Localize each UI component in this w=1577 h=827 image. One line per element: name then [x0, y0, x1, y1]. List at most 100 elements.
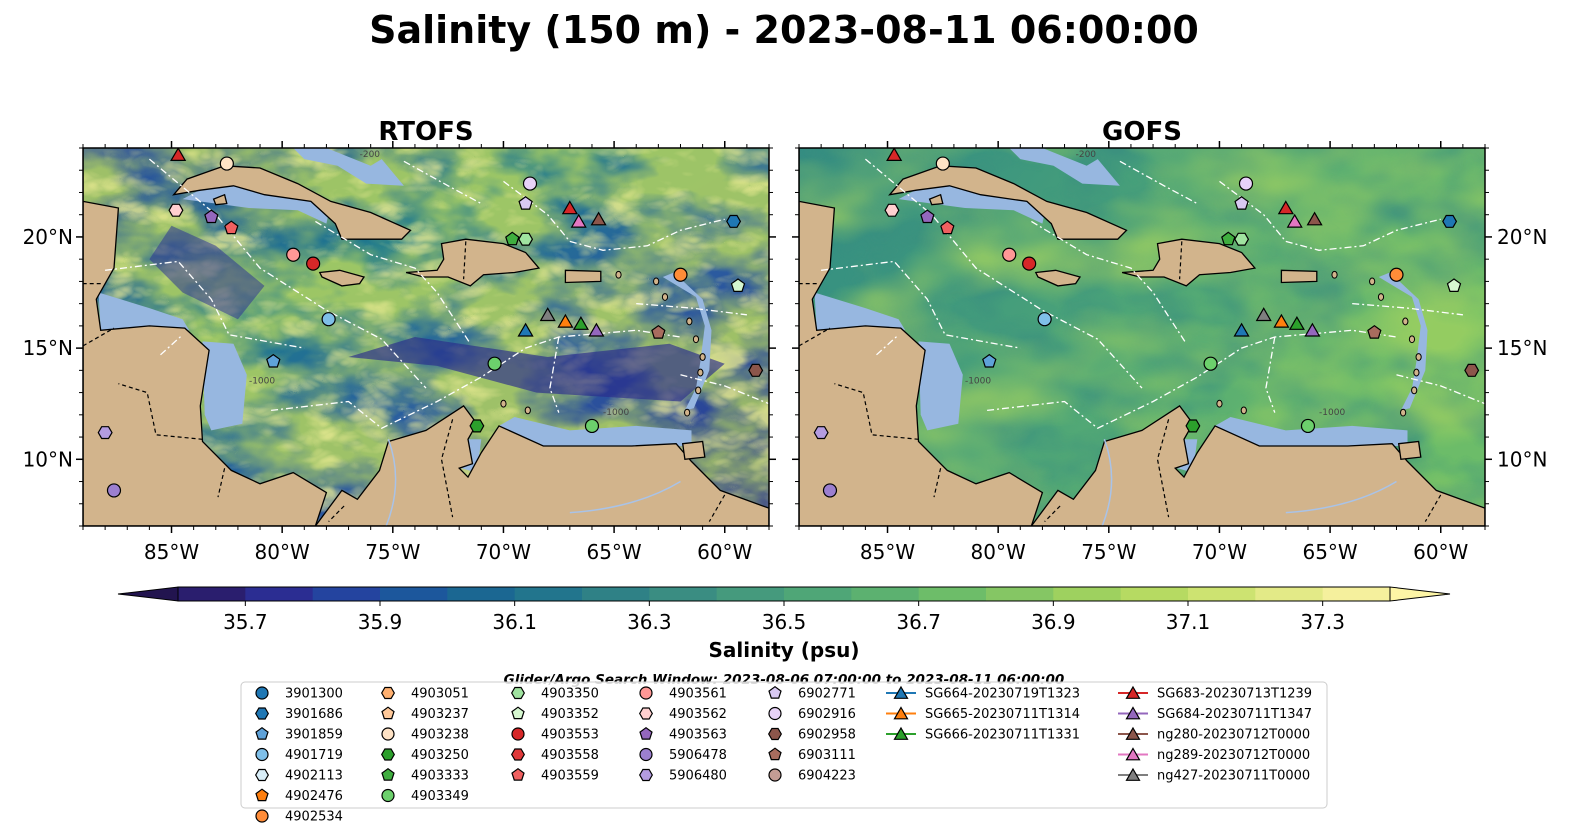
land-cuba [888, 165, 1128, 240]
eez-boundary [680, 374, 769, 405]
country-border [83, 327, 115, 347]
platform-marker-SG666-20230711T1331 [572, 316, 589, 330]
eez-boundary [864, 158, 1143, 389]
colorbar-tick-label: 37.3 [1300, 610, 1345, 634]
legend-label: 6903111 [798, 748, 856, 763]
islet [1216, 399, 1223, 408]
eez-boundary [1265, 336, 1276, 413]
legend-marker [255, 809, 269, 823]
legend-label: SG666-20230711T1331 [925, 728, 1080, 743]
colorbar-bin [716, 587, 785, 601]
lat-tick-label: 20°N [23, 225, 73, 249]
legend-label: 4903559 [541, 769, 599, 784]
contour-label: -200 [1076, 150, 1097, 160]
lon-tick-label: 80°W [255, 540, 310, 564]
land-hispaniola [405, 238, 541, 287]
eez-boundary [549, 336, 560, 413]
legend-label: 4902476 [285, 789, 343, 804]
colorbar-bin [649, 587, 718, 601]
islet [1331, 270, 1338, 279]
legend-label: 5906480 [669, 769, 727, 784]
map-body: -1000 -1000 -200 [83, 148, 769, 526]
islet [692, 335, 700, 344]
platform-marker-SG683-20230713T1239 [886, 148, 903, 161]
eez-boundary [1352, 302, 1463, 316]
country-border [118, 383, 203, 440]
platform-marker-3901859 [266, 353, 281, 368]
land-south-america [1030, 405, 1485, 526]
legend-marker [893, 685, 909, 699]
platform-marker-4903333 [1221, 231, 1236, 246]
country-border [1044, 505, 1061, 523]
eez-boundary [403, 160, 482, 205]
colorbar-tick-label: 37.1 [1166, 610, 1211, 634]
country-border [708, 494, 726, 522]
land-trinidad [1397, 440, 1422, 461]
platform-marker-4902534 [1389, 267, 1404, 282]
platform-marker-ng280-20230712T0000 [590, 211, 607, 226]
eez-boundary [271, 329, 681, 429]
legend-marker [511, 727, 525, 741]
platform-marker-4903250 [1185, 419, 1201, 433]
platform-marker-4903349 [1300, 418, 1316, 434]
country-border [328, 505, 345, 523]
legend-marker [511, 748, 525, 761]
eez-boundary [987, 329, 1397, 429]
islet [661, 293, 669, 301]
legend-marker [511, 686, 525, 700]
colorbar-bin [514, 587, 583, 601]
platform-marker-SG683-20230713T1239 [1277, 200, 1294, 215]
lon-tick-label: 65°W [1302, 540, 1357, 564]
panel-title: RTOFS [378, 117, 473, 147]
figure-title: Salinity (150 m) - 2023-08-11 06:00:00 [369, 8, 1199, 52]
legend-label: 3901859 [285, 728, 343, 743]
platform-marker-3901686 [1442, 214, 1458, 228]
platform-marker-5906480 [97, 426, 113, 440]
platform-marker-3901859 [982, 353, 997, 368]
legend-marker [381, 788, 395, 803]
platform-marker-SG664-20230719T1323 [1233, 322, 1250, 337]
islet [1413, 368, 1420, 377]
platform-marker-4903349 [1203, 356, 1218, 371]
lon-tick-label: 70°W [1192, 540, 1247, 564]
legend-marker [1125, 767, 1141, 781]
land-south-america [314, 405, 769, 526]
islet [684, 408, 691, 417]
platform-marker-4903238 [219, 156, 234, 171]
lon-tick-label: 60°W [697, 540, 752, 564]
platform-marker-ng427-20230711T0000 [539, 307, 556, 322]
colorbar-tick-label: 36.7 [896, 610, 941, 634]
map-frame [798, 147, 1486, 527]
islet [1377, 293, 1385, 301]
land-trinidad [681, 440, 706, 461]
islet [1402, 317, 1409, 326]
platform-marker-ng280-20230712T0000 [1306, 211, 1323, 226]
platform-marker-ng289-20230712T0000 [570, 213, 587, 228]
legend-marker [893, 706, 909, 720]
platform-marker-4903238 [935, 156, 950, 171]
legend-marker [1125, 706, 1141, 720]
colorbar-tick-label: 35.9 [358, 610, 403, 634]
colorbar-tick-label: 36.1 [492, 610, 537, 634]
platform-marker-4903561 [286, 247, 301, 262]
platform-marker-5906478 [106, 483, 122, 498]
legend-marker [639, 726, 653, 740]
platform-marker-4903563 [204, 209, 219, 224]
eez-boundary [1031, 220, 1187, 345]
colorbar-bin [1255, 587, 1324, 601]
land-central-america [799, 148, 1044, 526]
legend-label: 4903562 [669, 707, 727, 722]
eez-boundary [315, 220, 471, 345]
contour-label: -200 [360, 150, 381, 160]
colorbar-bin [178, 587, 246, 601]
platform-marker-4903563 [920, 209, 935, 224]
lat-tick-label: 10°N [1497, 447, 1547, 471]
platform-marker-4903350 [1234, 232, 1250, 246]
legend-marker [639, 747, 653, 762]
country-border [933, 468, 942, 498]
legend-label: 3901300 [285, 687, 343, 702]
platform-marker-6902771 [518, 196, 533, 210]
legend-label: 6902958 [798, 728, 856, 743]
islet [524, 406, 531, 415]
land-jamaica [1034, 269, 1082, 287]
